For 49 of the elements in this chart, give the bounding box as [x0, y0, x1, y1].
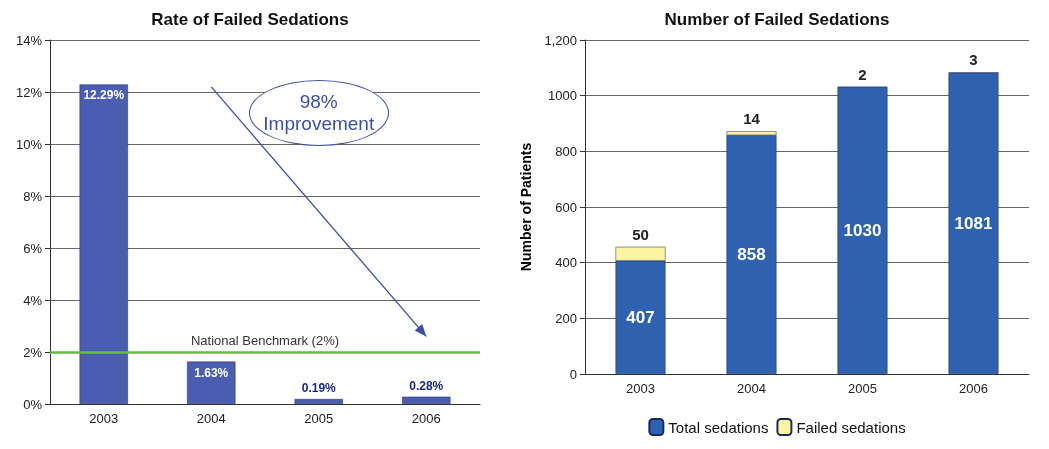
data-label: 14 [743, 110, 761, 128]
y-tick-label: 0 [569, 366, 577, 382]
bar [726, 135, 777, 374]
bar [187, 361, 236, 404]
y-tick-label: 12% [15, 84, 43, 100]
bar [402, 396, 451, 404]
bar [79, 84, 128, 404]
y-tick-label: 200 [555, 310, 577, 326]
y-tick-label: 2% [23, 344, 43, 360]
data-label: 1.63% [194, 365, 229, 380]
y-tick-label: 8% [23, 188, 43, 204]
x-tick-label: 2004 [196, 411, 226, 426]
x-tick-label: 2003 [89, 411, 119, 426]
data-label: 2 [858, 65, 867, 83]
y-tick-label: 0% [23, 396, 43, 412]
y-tick-label: 1,200 [544, 32, 577, 48]
y-tick-label: 4% [23, 292, 43, 308]
bar [294, 399, 343, 404]
bar [948, 73, 999, 374]
data-label: 0.19% [301, 381, 337, 396]
y-tick-label: 14% [15, 32, 43, 48]
data-label: 0.28% [409, 378, 444, 393]
y-tick-label: 800 [555, 143, 577, 159]
data-label: 12.29% [83, 88, 125, 103]
data-label: 50 [632, 225, 649, 243]
legend-label: Total sedations [668, 418, 769, 436]
y-axis-title: Number of Patients [518, 142, 534, 272]
x-tick-label: 2003 [626, 381, 655, 396]
data-label: 858 [737, 245, 766, 265]
chart-title: Number of Failed Sedations [664, 10, 890, 29]
ref-line-label: National Benchmark (2%) [190, 333, 340, 348]
x-tick-label: 2006 [411, 411, 441, 426]
y-tick-label: 6% [23, 240, 43, 256]
y-tick-label: 1000 [548, 88, 577, 104]
data-label: 407 [626, 307, 655, 327]
data-label: 3 [969, 51, 978, 69]
data-label: 1030 [843, 221, 882, 241]
x-tick-label: 2006 [959, 381, 988, 396]
legend-label: Failed sedations [796, 418, 906, 436]
x-tick-label: 2005 [304, 411, 334, 426]
chart-title: Rate of Failed Sedations [151, 10, 349, 29]
y-tick-label: 10% [15, 136, 43, 152]
data-label: 1081 [954, 214, 993, 234]
x-tick-label: 2005 [848, 381, 877, 396]
annotation: 98% Improvement [248, 79, 389, 146]
y-tick-label: 600 [555, 199, 577, 215]
bar [837, 87, 888, 374]
x-tick-label: 2004 [737, 381, 766, 396]
y-tick-label: 400 [555, 255, 577, 271]
